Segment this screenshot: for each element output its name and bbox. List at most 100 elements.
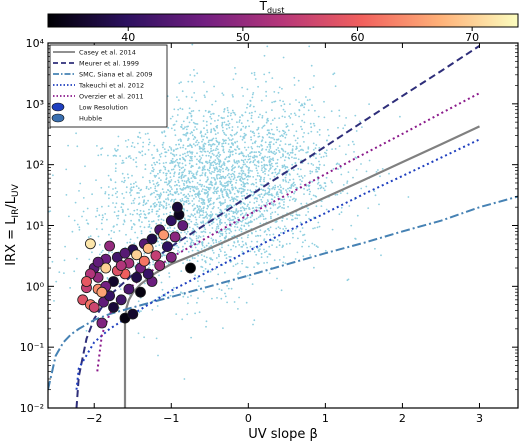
background-point	[229, 256, 232, 258]
background-point	[327, 134, 330, 137]
background-point	[301, 245, 303, 248]
background-point	[273, 259, 276, 262]
background-point	[156, 193, 159, 196]
background-point	[212, 252, 215, 254]
background-point	[182, 120, 185, 123]
background-point	[224, 177, 226, 180]
background-point	[257, 216, 260, 219]
background-point	[157, 184, 159, 187]
background-point	[259, 180, 262, 183]
background-point	[355, 157, 358, 159]
background-point	[316, 183, 319, 185]
background-point	[268, 190, 270, 193]
background-point	[223, 108, 226, 111]
background-point	[138, 192, 140, 194]
background-point	[284, 110, 286, 113]
background-point	[121, 172, 124, 175]
background-point	[116, 196, 118, 199]
background-point	[290, 230, 293, 232]
background-point	[186, 209, 189, 212]
background-point	[307, 162, 310, 165]
background-point	[164, 135, 167, 138]
background-point	[347, 144, 350, 146]
background-point	[194, 177, 197, 180]
background-point	[188, 145, 190, 147]
background-point	[272, 186, 275, 189]
background-point	[164, 155, 167, 158]
background-point	[193, 197, 195, 200]
background-point	[206, 207, 209, 210]
background-point	[205, 244, 208, 247]
background-point	[158, 193, 160, 196]
background-point	[228, 126, 231, 129]
background-point	[133, 209, 136, 212]
background-point	[289, 103, 291, 105]
background-point	[269, 147, 272, 149]
background-point	[170, 200, 172, 202]
background-point	[228, 228, 231, 230]
background-point	[65, 168, 68, 171]
background-point	[180, 177, 183, 180]
background-point	[255, 253, 258, 256]
background-point	[238, 119, 241, 122]
background-point	[208, 169, 211, 172]
background-point	[222, 163, 225, 165]
background-point	[297, 237, 299, 240]
background-point	[130, 183, 132, 186]
curve-overzier-et-al-2011	[96, 92, 480, 372]
background-point	[266, 129, 269, 132]
background-point	[192, 110, 195, 112]
background-point	[230, 112, 233, 115]
background-point	[197, 194, 199, 197]
background-point	[231, 153, 234, 156]
background-point	[136, 192, 139, 194]
background-point	[236, 162, 239, 165]
background-point	[194, 216, 197, 219]
background-point	[292, 185, 295, 187]
background-point	[210, 211, 213, 213]
background-point	[259, 222, 262, 225]
background-point	[216, 154, 219, 157]
background-point	[297, 158, 300, 161]
colorbar-strip	[47, 13, 519, 28]
background-point	[173, 200, 175, 203]
background-point	[167, 198, 170, 201]
background-point	[213, 167, 215, 169]
background-point	[176, 188, 178, 190]
background-point	[330, 110, 333, 113]
background-point	[204, 109, 207, 112]
background-point	[189, 242, 192, 245]
background-point	[210, 117, 213, 120]
background-point	[126, 146, 129, 148]
background-point	[320, 156, 323, 159]
background-point	[237, 240, 239, 242]
background-point	[241, 262, 244, 265]
background-point	[142, 145, 144, 148]
background-point	[173, 149, 175, 152]
background-point	[307, 207, 309, 210]
background-point	[157, 172, 159, 175]
background-point	[283, 103, 286, 106]
background-point	[68, 215, 70, 218]
background-point	[345, 153, 347, 156]
background-point	[210, 131, 212, 134]
background-point	[217, 158, 220, 161]
background-point	[224, 142, 227, 145]
background-point	[106, 277, 109, 279]
background-point	[218, 177, 221, 180]
background-point	[234, 263, 237, 266]
background-point	[208, 203, 211, 206]
background-point	[236, 226, 239, 229]
background-point	[151, 170, 153, 172]
background-point	[247, 234, 250, 237]
background-point	[214, 230, 217, 232]
background-point	[215, 181, 217, 184]
background-point	[209, 270, 212, 273]
background-point	[273, 196, 276, 199]
background-point	[265, 250, 268, 253]
background-point	[164, 166, 167, 169]
background-point	[236, 160, 238, 163]
background-point	[152, 263, 155, 266]
background-point	[212, 137, 215, 140]
background-point	[107, 154, 109, 157]
